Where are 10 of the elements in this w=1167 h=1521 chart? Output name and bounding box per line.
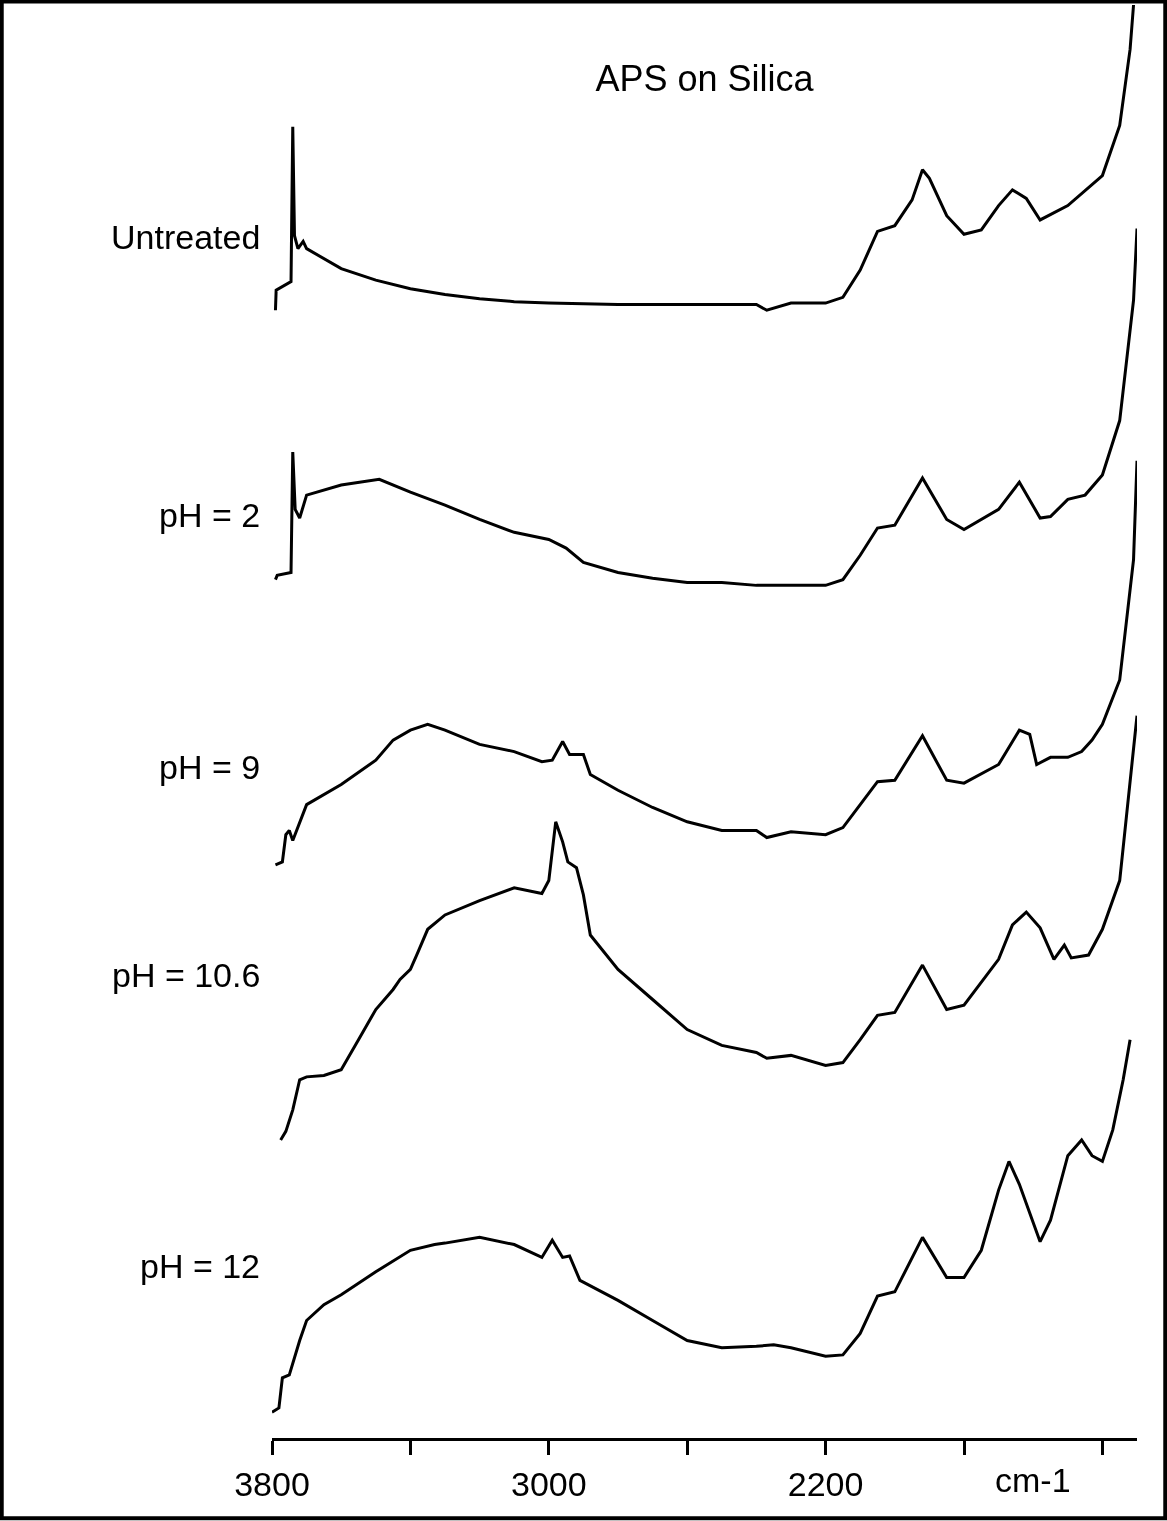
text: pH = 10.6 (112, 956, 261, 994)
series-label: pH = 12 (140, 1247, 261, 1285)
text: APS on Silica (595, 57, 815, 99)
series-label: Untreated (111, 218, 261, 256)
series-label: pH = 2 (159, 496, 261, 534)
x-tick-label: 3000 (510, 1464, 587, 1503)
x-tick-label: 3800 (234, 1464, 310, 1503)
x-tick-label: 2200 (787, 1464, 864, 1503)
series-label: pH = 9 (159, 748, 261, 786)
x-axis-title: cm-1 (995, 1461, 1071, 1499)
